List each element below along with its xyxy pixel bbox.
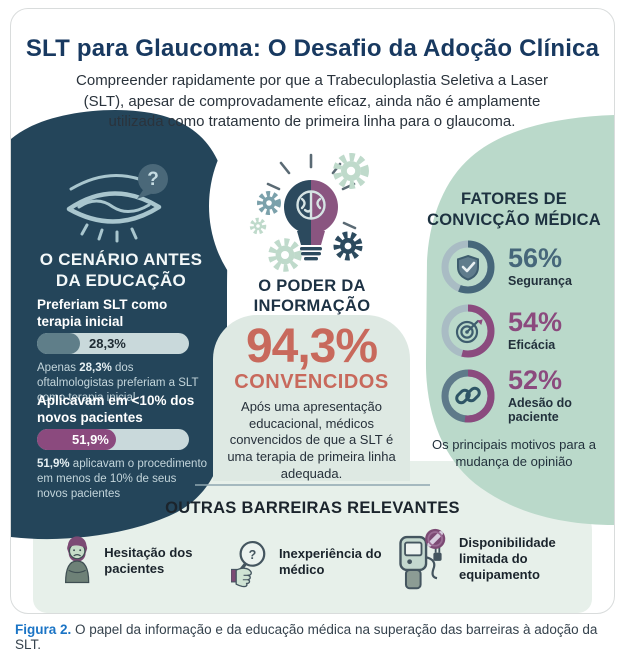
factor-label: Segurança (508, 274, 572, 289)
figure-caption-label: Figura 2. (15, 622, 72, 637)
brain-outline (296, 190, 326, 220)
closed-eye-question-icon: ? (66, 164, 168, 243)
factor-row-seguranca: 56% Segurança (440, 239, 572, 295)
other-barriers-heading: OUTRAS BARREIRAS RELEVANTES (165, 499, 460, 517)
barrier-item-equipment: Disponibilidade limitada do equipamento (395, 525, 579, 593)
factor-label: Eficácia (508, 338, 556, 353)
conviction-factors-heading: FATORES DE CONVICÇÃO MÉDICA (427, 190, 601, 229)
hesitant-patient-icon (64, 536, 90, 584)
factor-value: 52% (508, 365, 563, 395)
svg-text:?: ? (147, 169, 159, 190)
barrier-label: Disponibilidade limitada do equipamento (459, 534, 556, 583)
stat2-bar: 51,9% (37, 429, 189, 450)
chain-link-icon (441, 369, 495, 423)
factor-row-adesao: 52% Adesão do paciente (440, 367, 600, 425)
barrier-item-inexperience: ? Inexperiência do médico (231, 531, 391, 593)
target-icon (441, 304, 495, 358)
page-title: SLT para Glaucoma: O Desafio da Adoção C… (25, 35, 600, 62)
stat2-bar-value: 51,9% (72, 432, 109, 447)
factors-footer: Os principais motivos para a mudança de … (431, 437, 596, 469)
factor-value: 54% (508, 307, 563, 338)
power-of-information-heading: O PODER DA INFORMAÇÃO (253, 277, 371, 315)
convinced-label: CONVENCIDOS (234, 371, 389, 393)
stat2-title: Aplicavam em <10% dos novos pacientes (37, 393, 195, 425)
infographic-card: SLT para Glaucoma: O Desafio da Adoção C… (10, 8, 615, 614)
gear-shapes (249, 153, 369, 272)
convinced-panel (213, 315, 410, 481)
limited-equipment-icon (399, 528, 446, 590)
stat1-desc: Apenas 28,3% dos oftalmologistas preferi… (37, 362, 199, 404)
barrier-item-hesitation: Hesitação dos pacientes (61, 531, 221, 591)
barrier-label: Hesitação dos pacientes (104, 544, 193, 576)
page-subtitle: Compreender rapidamente por que a Trabec… (76, 72, 548, 131)
factor-label: Adesão do paciente (508, 396, 572, 425)
factor-row-eficacia: 54% Eficácia (440, 303, 562, 359)
shield-check-icon (441, 240, 495, 294)
magnifier-question-icon: ? (231, 540, 266, 588)
convinced-desc: Após uma apresentação educacional, médic… (227, 399, 396, 481)
factor-value: 56% (508, 243, 563, 274)
stat1-bar-value: 28,3% (89, 336, 126, 351)
before-education-heading: O CENÁRIO ANTES DA EDUCAÇÃO (39, 250, 203, 291)
stat2-bar-fill: 51,9% (37, 429, 116, 450)
stat1-bar: 28,3% (37, 333, 189, 354)
svg-text:?: ? (249, 548, 257, 562)
stat1-title: Preferiam SLT como terapia inicial (37, 297, 168, 329)
barrier-label: Inexperiência do médico (278, 545, 382, 577)
stat1-bar-fill (37, 333, 81, 354)
brain-lightbulb-gears-icon (249, 153, 369, 272)
section-divider (195, 484, 430, 486)
convinced-percentage: 94,3% (245, 320, 378, 373)
figure-caption: Figura 2. O papel da informação e da edu… (15, 622, 598, 652)
mint-blob (425, 115, 614, 525)
stat2-desc: 51,9% aplicavam o procedimento em menos … (37, 458, 208, 500)
